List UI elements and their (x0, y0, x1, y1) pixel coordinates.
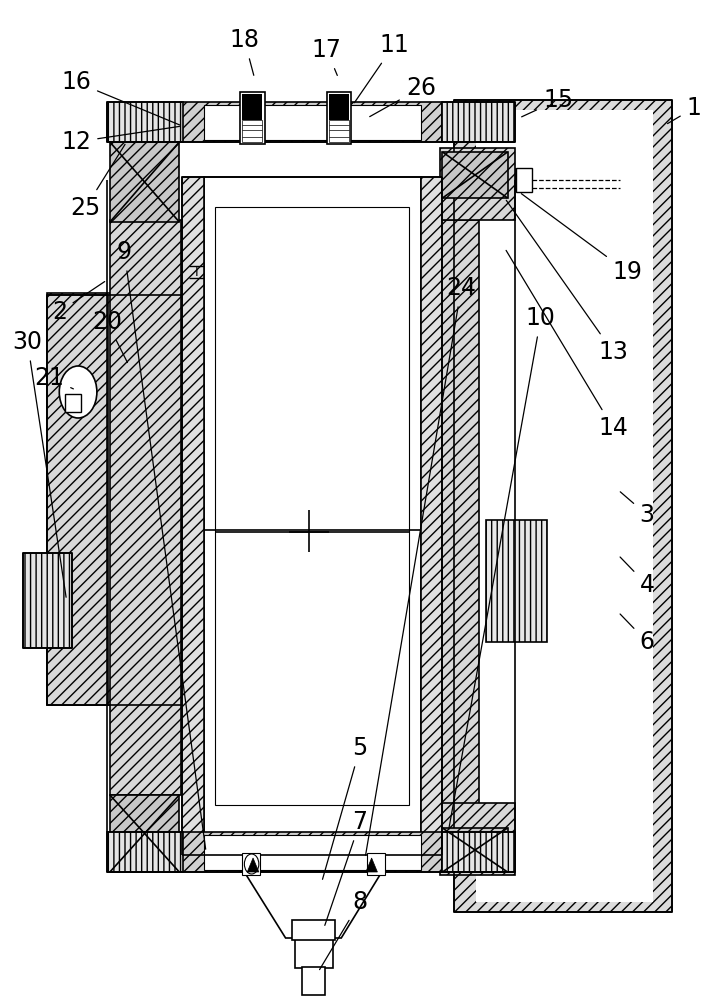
Bar (421, 177, 442, 835)
Bar (242, 94, 262, 120)
Bar (486, 520, 547, 642)
Polygon shape (110, 142, 179, 222)
Bar (440, 220, 479, 835)
Polygon shape (110, 795, 179, 872)
Bar (47, 293, 184, 705)
Bar (110, 220, 181, 795)
Text: 25: 25 (70, 144, 125, 220)
Bar (242, 853, 260, 875)
Text: 4: 4 (620, 557, 654, 597)
Bar (240, 92, 265, 144)
Bar (242, 120, 262, 142)
Bar (204, 105, 421, 140)
Text: 8: 8 (320, 890, 367, 970)
Text: 10: 10 (449, 306, 556, 829)
Bar (64, 307, 168, 685)
Text: 9: 9 (117, 240, 205, 849)
Bar (516, 168, 532, 192)
Bar (107, 832, 183, 872)
Text: 19: 19 (521, 194, 643, 284)
Bar (292, 920, 335, 940)
Text: 5: 5 (322, 736, 368, 879)
Text: 12: 12 (61, 126, 179, 154)
Text: I: I (194, 265, 199, 278)
Polygon shape (442, 828, 508, 872)
Text: 7: 7 (325, 810, 367, 925)
Text: 26: 26 (369, 76, 436, 117)
Polygon shape (247, 858, 259, 872)
Bar (65, 394, 81, 412)
Polygon shape (442, 152, 508, 198)
Text: 30: 30 (12, 330, 66, 597)
Text: 24: 24 (366, 276, 476, 855)
Circle shape (59, 366, 97, 418)
Bar (367, 853, 385, 875)
Bar (215, 207, 409, 805)
Bar (47, 295, 108, 705)
Polygon shape (244, 872, 382, 938)
Bar (440, 803, 515, 875)
Bar (295, 938, 333, 968)
Text: 1: 1 (667, 96, 701, 124)
Bar (454, 100, 672, 912)
Circle shape (244, 854, 259, 874)
Bar (182, 177, 204, 835)
Bar (329, 120, 349, 142)
Bar (302, 967, 325, 995)
Text: 2: 2 (52, 282, 105, 324)
Bar (204, 835, 421, 870)
Bar (23, 553, 72, 648)
Text: 21: 21 (34, 366, 73, 390)
Bar (440, 148, 515, 220)
Bar (329, 94, 349, 120)
Bar (476, 110, 653, 902)
Text: 16: 16 (61, 70, 179, 125)
Text: 14: 14 (506, 250, 628, 440)
Text: 11: 11 (354, 33, 409, 103)
Bar (327, 92, 351, 144)
Bar (182, 102, 442, 142)
Bar (442, 832, 515, 872)
Text: 6: 6 (620, 614, 654, 654)
Text: 15: 15 (521, 88, 573, 117)
Bar (107, 102, 183, 142)
Bar (182, 832, 442, 872)
Text: 17: 17 (312, 38, 342, 75)
Text: 13: 13 (506, 200, 628, 364)
Bar (442, 102, 515, 142)
Polygon shape (366, 858, 377, 872)
Bar (204, 177, 421, 835)
Text: 18: 18 (229, 28, 260, 75)
Text: 20: 20 (92, 310, 127, 363)
Text: 3: 3 (620, 492, 654, 527)
